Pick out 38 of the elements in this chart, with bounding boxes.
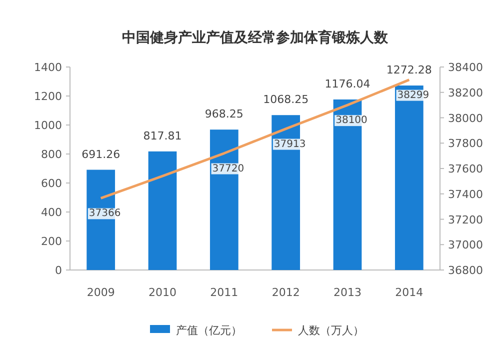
y2-tick-label: 37600 xyxy=(448,162,483,176)
data-label: 38100 xyxy=(336,115,368,126)
y-tick-label: 800 xyxy=(41,148,62,161)
y2-tick-label: 38200 xyxy=(448,86,483,100)
data-label: 37720 xyxy=(212,163,244,174)
y-tick-label: 200 xyxy=(41,235,62,248)
data-label: 37366 xyxy=(88,208,121,220)
x-tick-label: 2011 xyxy=(210,286,238,299)
bar xyxy=(148,151,177,270)
y2-tick-label: 38000 xyxy=(448,112,483,125)
y2-tick-label: 37200 xyxy=(448,213,483,226)
y2-tick-label: 37400 xyxy=(448,188,483,201)
x-tick-label: 2013 xyxy=(334,286,362,299)
y-tick-label: 600 xyxy=(41,177,62,190)
y2-tick-label: 38400 xyxy=(448,61,483,74)
legend-label: 人数（万人） xyxy=(298,324,364,337)
y-tick-label: 400 xyxy=(41,206,62,219)
y-tick-label: 1400 xyxy=(34,61,62,74)
data-label: 817.81 xyxy=(143,129,182,142)
data-label: 968.25 xyxy=(204,108,244,121)
x-tick-label: 2012 xyxy=(272,286,300,299)
y-tick-label: 0 xyxy=(55,264,62,277)
x-tick-label: 2014 xyxy=(395,286,424,299)
data-label: 1272.28 xyxy=(386,64,432,77)
x-tick-label: 2010 xyxy=(148,286,176,299)
data-label: 38299 xyxy=(397,90,430,101)
chart-title: 中国健身产业产值及经常参加体育锻炼人数 xyxy=(122,29,389,46)
y2-tick-label: 37800 xyxy=(448,137,483,150)
y2-tick-label: 36800 xyxy=(448,264,483,277)
x-tick-label: 2009 xyxy=(86,286,115,299)
y-tick-label: 1000 xyxy=(34,119,62,132)
data-label: 37913 xyxy=(274,138,306,150)
y-tick-label: 1200 xyxy=(34,90,62,103)
legend-label: 产值（亿元） xyxy=(176,324,242,337)
y2-tick-label: 37000 xyxy=(448,238,483,252)
data-label: 691.26 xyxy=(82,148,120,161)
data-label: 1068.25 xyxy=(263,93,309,106)
data-label: 1176.04 xyxy=(324,77,370,90)
